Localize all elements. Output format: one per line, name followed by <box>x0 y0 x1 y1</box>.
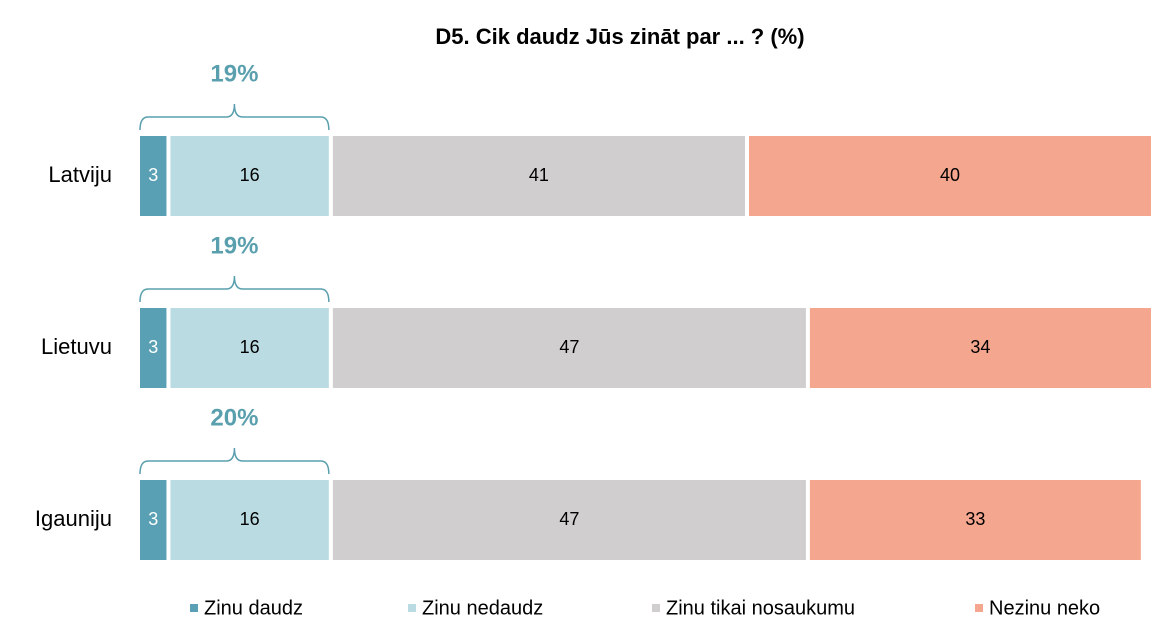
bar-segment <box>332 480 806 560</box>
data-label: 16 <box>240 165 260 185</box>
data-label: 47 <box>559 337 579 357</box>
bar-segment <box>170 136 329 216</box>
data-label: 33 <box>965 509 985 529</box>
legend-label: Zinu daudz <box>204 597 303 619</box>
legend-swatch <box>190 604 198 612</box>
data-label: 41 <box>529 165 549 185</box>
bracket <box>139 275 330 303</box>
bar-segment <box>140 308 167 388</box>
bar-segment <box>332 308 806 388</box>
annotation: 20% <box>210 404 258 431</box>
legend-label: Zinu tikai nosaukumu <box>666 597 855 619</box>
legend-swatch <box>652 604 660 612</box>
bar-segment <box>140 480 167 560</box>
legend-swatch <box>408 604 416 612</box>
legend-swatch <box>975 604 983 612</box>
data-label: 34 <box>970 337 990 357</box>
bar-segment <box>170 480 329 560</box>
bar-segment <box>332 136 745 216</box>
bar-segment <box>170 308 329 388</box>
legend-label: Zinu nedaudz <box>422 597 543 619</box>
data-label: 47 <box>559 509 579 529</box>
bracket <box>139 447 330 475</box>
bar-segment <box>140 136 167 216</box>
data-label: 16 <box>240 509 260 529</box>
category-label: Lietuvu <box>41 334 112 359</box>
chart-title: D5. Cik daudz Jūs zināt par ... ? (%) <box>435 24 804 49</box>
legend-label: Nezinu neko <box>989 597 1100 619</box>
annotation: 19% <box>210 60 258 87</box>
annotation: 19% <box>210 232 258 259</box>
data-label: 3 <box>148 165 158 185</box>
bracket <box>139 103 330 131</box>
category-label: Latviju <box>48 162 112 187</box>
data-label: 3 <box>148 509 158 529</box>
data-label: 16 <box>240 337 260 357</box>
category-label: Igauniju <box>35 506 112 531</box>
bar-segment <box>809 480 1141 560</box>
bar-segment <box>749 136 1151 216</box>
data-label: 40 <box>940 165 960 185</box>
data-label: 3 <box>148 337 158 357</box>
bar-segment <box>809 308 1151 388</box>
